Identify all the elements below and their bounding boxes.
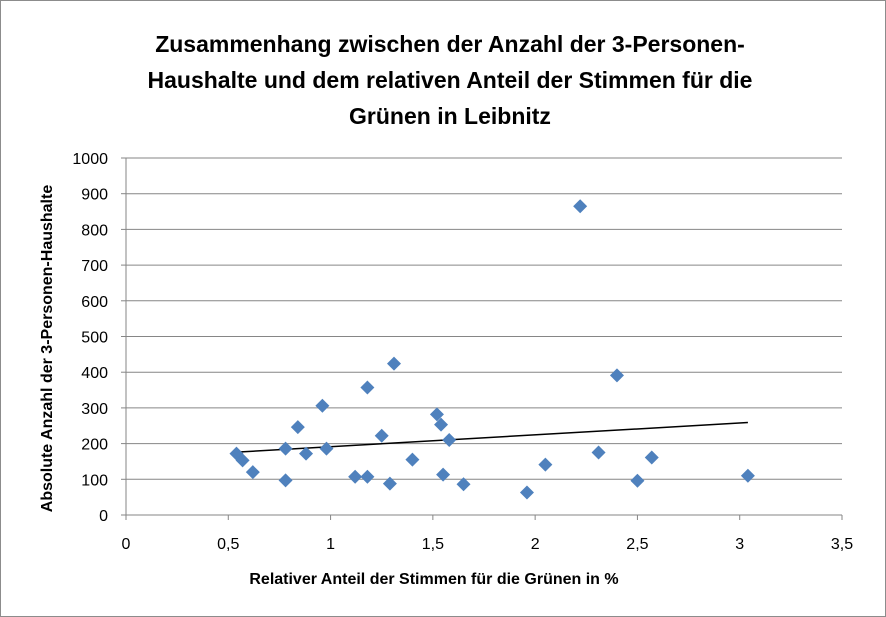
data-point bbox=[299, 446, 314, 461]
y-tick-label: 800 bbox=[81, 222, 108, 239]
y-tick-label: 0 bbox=[99, 508, 108, 525]
data-point bbox=[235, 453, 250, 468]
y-tick-label: 500 bbox=[81, 330, 108, 347]
x-tick-label: 3,5 bbox=[831, 536, 853, 553]
y-tick-label: 900 bbox=[81, 187, 108, 204]
x-tick-label: 1,5 bbox=[422, 536, 444, 553]
data-point bbox=[538, 457, 553, 472]
chart-title-line-1: Zusammenhang zwischen der Anzahl der 3-P… bbox=[155, 31, 745, 57]
trendline-group bbox=[236, 421, 748, 453]
data-point bbox=[278, 441, 293, 456]
data-point bbox=[591, 445, 606, 460]
y-tick-label: 600 bbox=[81, 294, 108, 311]
x-tick-labels: 0 0,5 1 1,5 2 2,5 3 3,5 bbox=[122, 536, 854, 553]
data-point bbox=[360, 380, 375, 395]
y-tick-label: 400 bbox=[81, 365, 108, 382]
y-tick-labels: 0 100 200 300 400 500 600 700 800 900 1000 bbox=[72, 151, 108, 525]
x-tick-label: 0,5 bbox=[217, 536, 239, 553]
axes bbox=[121, 157, 843, 520]
data-point bbox=[290, 420, 305, 435]
y-tick-label: 200 bbox=[81, 437, 108, 454]
x-tick-label: 2,5 bbox=[626, 536, 648, 553]
data-point bbox=[405, 452, 420, 467]
x-tick-label: 3 bbox=[735, 536, 744, 553]
y-tick-label: 300 bbox=[81, 401, 108, 418]
x-tick-label: 2 bbox=[531, 536, 540, 553]
y-tick-label: 700 bbox=[81, 258, 108, 275]
data-point bbox=[740, 468, 755, 483]
y-axis-label: Absolute Anzahl der 3-Personen-Haushalte bbox=[39, 185, 56, 513]
x-axis-label: Relativer Anteil der Stimmen für die Grü… bbox=[249, 571, 618, 588]
y-tick-label: 100 bbox=[81, 472, 108, 489]
x-tick-label: 0 bbox=[122, 536, 131, 553]
data-point bbox=[429, 407, 444, 422]
data-point bbox=[360, 469, 375, 484]
data-point bbox=[319, 441, 334, 456]
data-point bbox=[609, 368, 624, 383]
data-point bbox=[519, 485, 534, 500]
data-point bbox=[278, 473, 293, 488]
data-point bbox=[434, 417, 449, 432]
data-point bbox=[442, 433, 457, 448]
chart-title: Zusammenhang zwischen der Anzahl der 3-P… bbox=[60, 26, 840, 134]
data-point bbox=[644, 450, 659, 465]
chart-title-line-3: Grünen in Leibnitz bbox=[349, 103, 551, 129]
data-point bbox=[374, 428, 389, 443]
data-point bbox=[245, 465, 260, 480]
data-point bbox=[456, 477, 471, 492]
data-point bbox=[630, 473, 645, 488]
data-point bbox=[573, 199, 588, 214]
data-point bbox=[436, 467, 451, 482]
trendline bbox=[236, 421, 748, 453]
data-point bbox=[382, 476, 397, 491]
x-tick-label: 1 bbox=[326, 536, 335, 553]
data-point bbox=[386, 356, 401, 371]
gridlines bbox=[126, 157, 842, 480]
y-tick-label: 1000 bbox=[72, 151, 108, 168]
data-points bbox=[229, 199, 755, 500]
chart-title-line-2: Haushalte und dem relativen Anteil der S… bbox=[147, 67, 753, 93]
data-point bbox=[348, 469, 363, 484]
data-point bbox=[315, 398, 330, 413]
